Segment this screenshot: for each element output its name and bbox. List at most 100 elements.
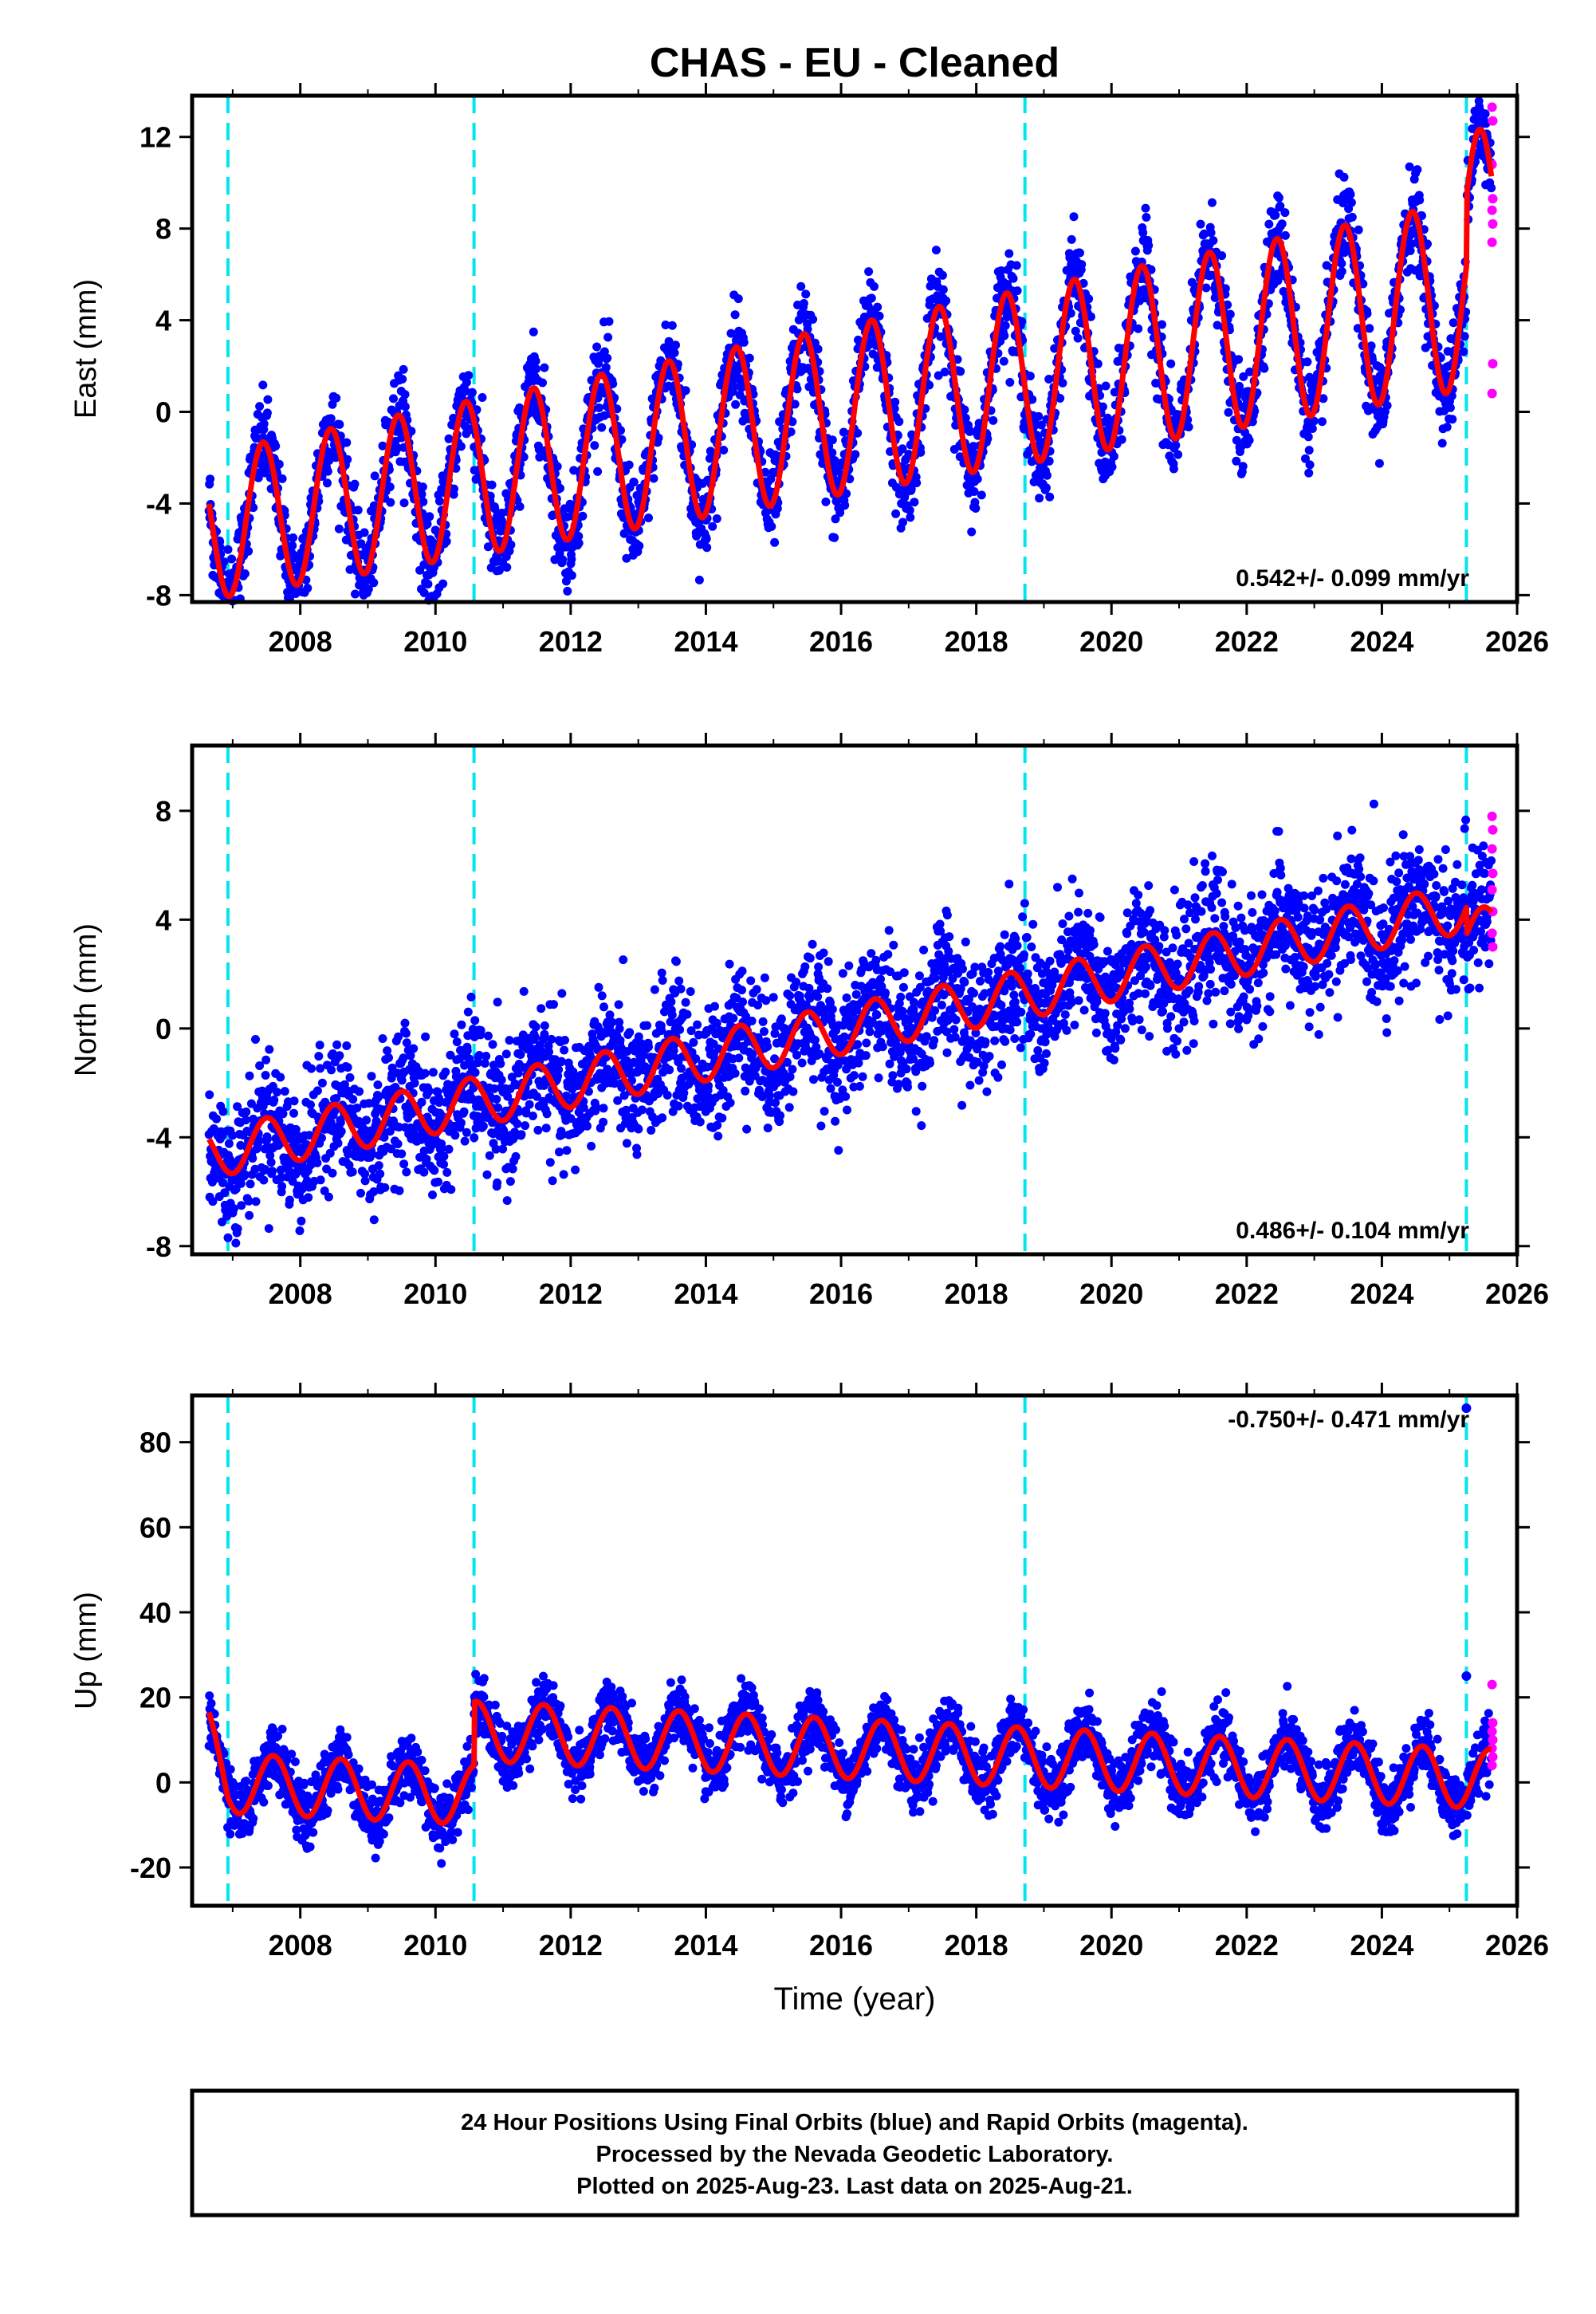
east-final-point	[244, 546, 254, 556]
east-final-point	[487, 480, 497, 490]
north-final-point	[667, 1010, 677, 1020]
north-final-point	[519, 986, 529, 996]
east-final-point	[353, 506, 363, 515]
east-y-tick-label: -8	[146, 579, 171, 612]
north-final-point	[737, 966, 747, 976]
north-final-point	[614, 1000, 623, 1009]
east-final-point	[1209, 236, 1218, 246]
north-final-point	[583, 1121, 592, 1131]
east-final-point	[1449, 318, 1458, 328]
north-final-point	[742, 1124, 752, 1134]
east-final-point	[1069, 212, 1079, 222]
east-final-point	[1307, 424, 1317, 433]
north-final-point	[738, 998, 747, 1006]
north-final-point	[547, 1034, 556, 1044]
east-final-point	[894, 417, 904, 427]
north-final-point	[450, 1029, 459, 1039]
north-final-point	[304, 1193, 313, 1202]
north-final-point	[505, 1036, 514, 1045]
north-final-point	[289, 1096, 299, 1106]
east-final-point	[1304, 446, 1314, 455]
east-final-point	[219, 557, 229, 567]
north-final-point	[369, 1215, 379, 1225]
north-final-point	[748, 1049, 757, 1059]
north-final-point	[441, 1067, 450, 1076]
east-final-point	[1405, 162, 1414, 171]
north-final-point	[599, 1117, 608, 1127]
north-final-point	[313, 1086, 322, 1096]
east-final-point	[263, 395, 273, 404]
east-final-point	[813, 344, 823, 354]
east-final-point	[597, 423, 607, 432]
north-final-point	[599, 1002, 608, 1012]
east-final-point	[490, 504, 500, 514]
east-final-point	[271, 442, 281, 451]
east-final-point	[223, 545, 233, 554]
east-final-point	[398, 375, 407, 384]
east-final-point	[467, 388, 477, 397]
north-final-point	[315, 1041, 324, 1050]
east-final-point	[801, 289, 811, 299]
east-final-point	[767, 521, 776, 531]
north-final-point	[517, 1130, 526, 1139]
north-final-point	[717, 1113, 727, 1123]
north-final-point	[746, 976, 756, 986]
north-final-point	[262, 1134, 272, 1143]
east-final-point	[1346, 198, 1356, 207]
east-final-point	[378, 441, 387, 451]
east-final-point	[1141, 203, 1150, 213]
east-final-point	[419, 497, 428, 506]
north-final-point	[205, 1090, 214, 1100]
north-final-point	[242, 1107, 251, 1116]
east-x-tick-label: 2014	[674, 625, 737, 658]
east-final-point	[1437, 439, 1447, 448]
east-final-point	[1012, 261, 1021, 270]
east-final-point	[360, 528, 369, 537]
north-final-point	[571, 1165, 580, 1175]
east-final-point	[532, 364, 541, 374]
north-final-point	[261, 1071, 270, 1080]
north-final-point	[615, 1036, 625, 1045]
east-final-point	[558, 555, 568, 565]
north-final-point	[530, 1033, 540, 1041]
east-y-tick-label: 0	[155, 396, 171, 429]
east-final-point	[1130, 246, 1140, 256]
north-final-point	[594, 982, 603, 992]
north-final-point	[397, 1149, 407, 1159]
north-final-point	[592, 1102, 601, 1112]
east-final-point	[1280, 230, 1290, 240]
east-final-point	[1354, 225, 1363, 234]
east-final-point	[1173, 450, 1183, 459]
north-final-point	[233, 1224, 242, 1234]
east-final-point	[502, 563, 512, 572]
north-final-point	[419, 1167, 429, 1177]
north-final-point	[417, 1097, 427, 1107]
north-final-point	[342, 1041, 352, 1050]
east-final-point	[1142, 213, 1151, 222]
north-final-point	[444, 1144, 454, 1154]
north-final-point	[549, 1000, 558, 1009]
east-final-point	[418, 482, 427, 492]
east-final-point	[590, 441, 599, 451]
north-final-point	[378, 1034, 387, 1043]
north-final-point	[380, 1183, 390, 1192]
east-final-point	[386, 498, 395, 507]
north-final-point	[734, 1053, 744, 1063]
east-x-tick-label: 2008	[269, 625, 332, 658]
north-final-point	[737, 986, 746, 995]
east-final-point	[1042, 470, 1052, 480]
east-final-point	[535, 452, 544, 462]
east-final-point	[1459, 347, 1468, 356]
east-final-point	[1075, 248, 1084, 258]
east-final-point	[450, 484, 458, 494]
north-final-point	[681, 998, 690, 1007]
north-final-point	[231, 1238, 241, 1248]
east-final-point	[364, 584, 373, 594]
east-final-point	[258, 380, 268, 390]
north-final-point	[511, 1151, 521, 1161]
north-final-point	[409, 1044, 419, 1053]
east-final-point	[708, 521, 717, 531]
north-final-point	[452, 1037, 462, 1047]
north-final-point	[306, 1100, 315, 1109]
